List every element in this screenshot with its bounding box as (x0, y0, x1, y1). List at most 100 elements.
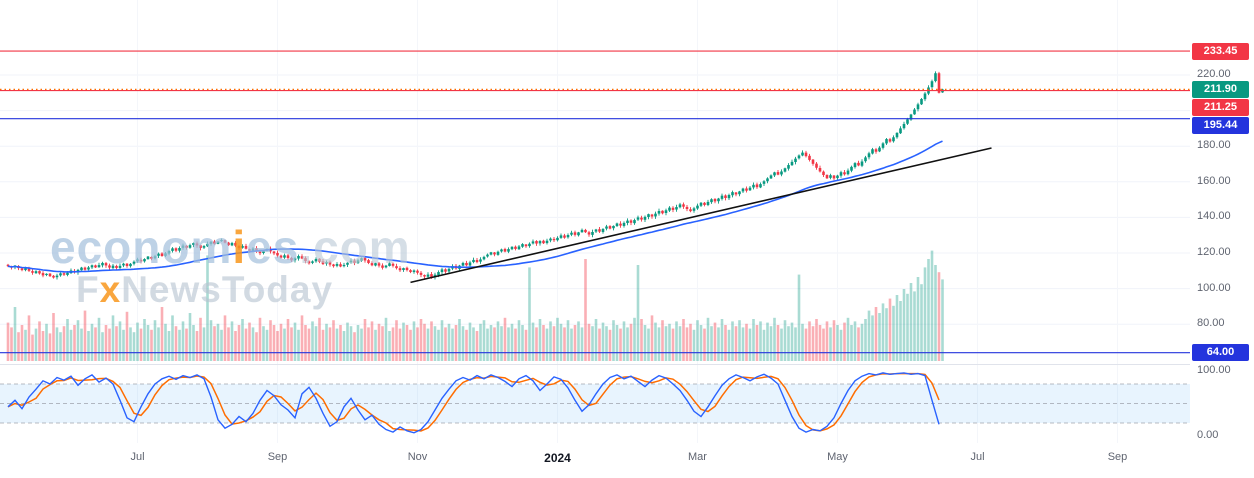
candle-body (409, 270, 412, 273)
volume-bar (871, 315, 874, 361)
candle-body (307, 261, 311, 264)
candle-body (216, 241, 220, 244)
volume-bar (647, 328, 650, 361)
volume-bar (409, 329, 412, 361)
price-tick-label: 120.00 (1197, 246, 1231, 258)
candle-body (475, 260, 479, 263)
candle-body (573, 232, 577, 235)
candle-body (552, 238, 556, 241)
volume-bar (542, 325, 545, 361)
candle-body (650, 214, 654, 217)
volume-bar (146, 325, 150, 361)
volume-bar (384, 317, 388, 361)
volume-bar (727, 329, 731, 361)
moving-average-line[interactable] (7, 140, 943, 273)
volume-bar (619, 328, 622, 361)
trendline[interactable] (410, 147, 992, 284)
candle-body (174, 248, 178, 251)
candle-body (671, 207, 675, 210)
volume-bar (279, 323, 283, 361)
candle-body (367, 260, 370, 263)
volume-bar (615, 325, 619, 361)
candle-body (395, 266, 398, 269)
candle-body (906, 119, 909, 124)
candle-body (566, 235, 570, 238)
candle-body (748, 187, 752, 191)
candle-body (871, 149, 874, 154)
candle-body (90, 265, 94, 268)
volume-bar (503, 317, 507, 361)
candle-body (150, 256, 153, 259)
volume-bar (66, 319, 69, 361)
candle-body (353, 260, 356, 263)
candle-body (559, 235, 563, 238)
candle-body (839, 172, 843, 176)
candle-body (27, 268, 31, 271)
volume-bar (909, 283, 913, 361)
candle-body (202, 246, 206, 248)
volume-bar (38, 321, 41, 361)
candle-body (549, 238, 552, 241)
candle-body (374, 263, 377, 266)
volume-bar (654, 322, 657, 361)
volume-bar (783, 320, 787, 361)
time-label-2024: 2024 (544, 451, 571, 465)
candle-body (377, 263, 381, 266)
candle-body (185, 245, 188, 248)
volume-bar (825, 321, 829, 361)
candle-body (801, 152, 804, 156)
volume-bar (846, 317, 850, 361)
price-axis[interactable]: 220.00 180.00 160.00 140.00 120.00 100.00 80.0… (1190, 0, 1254, 443)
candle-body (664, 210, 668, 213)
candle-body (157, 253, 160, 256)
volume-bar (6, 322, 10, 361)
price-tick-label: 100.00 (1197, 281, 1231, 294)
candle-body (762, 181, 766, 184)
volume-bar (524, 329, 528, 361)
horizontal-lines-layer (0, 50, 1190, 354)
volume-bar (482, 320, 486, 361)
volume-bar (363, 319, 367, 361)
volume-bar (304, 325, 307, 361)
candle-body (248, 249, 251, 251)
volume-bar (353, 332, 356, 361)
candle-body (6, 264, 10, 267)
volume-bar (87, 331, 90, 361)
candle-body (923, 93, 927, 100)
volume-bar (349, 326, 353, 361)
candle-body (797, 155, 801, 159)
candle-body (101, 262, 104, 266)
volume-bar (59, 332, 62, 361)
candle-body (633, 220, 636, 224)
volume-bar (790, 322, 794, 361)
time-label-sep: Sep (1107, 451, 1128, 463)
volume-bar (773, 317, 776, 361)
volume-bar (640, 319, 643, 361)
volume-bar (395, 320, 398, 361)
volume-bar (69, 329, 73, 361)
candle-body (195, 243, 199, 246)
candle-body (59, 273, 62, 276)
volume-bar (549, 321, 552, 361)
price-badge: 233.45 (1192, 42, 1249, 60)
price-badge: 195.44 (1192, 116, 1249, 134)
candle-body (608, 226, 612, 229)
volume-bar (762, 329, 766, 361)
volume-bar (97, 317, 101, 361)
volume-bar (713, 322, 717, 361)
time-axis[interactable]: Jul Sep Nov 2024 Mar May Jul Sep (0, 443, 1254, 478)
candle-body (360, 258, 363, 261)
candle-body (563, 235, 566, 238)
candle-body (342, 264, 346, 267)
candle-body (696, 205, 699, 209)
volume-bar (811, 326, 815, 361)
candle-body (440, 269, 444, 273)
volume-bar (696, 320, 699, 361)
volume-bar (171, 315, 174, 361)
candle-body (899, 128, 902, 134)
volume-bar (507, 327, 510, 361)
volume-bar (528, 267, 531, 361)
candle-body (881, 143, 885, 148)
candle-body (878, 147, 881, 152)
